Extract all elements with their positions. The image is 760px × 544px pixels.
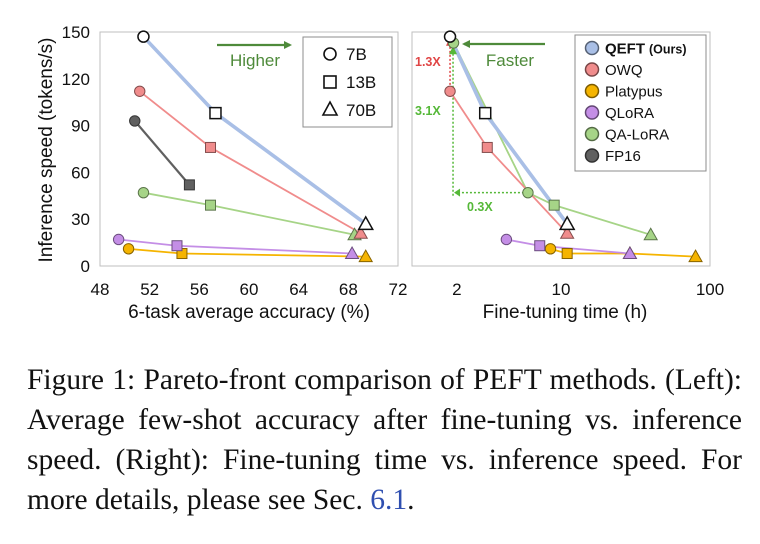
left-x-tick-label: 52 — [140, 280, 159, 299]
left-qa-lora-point-7b — [137, 186, 150, 199]
left-owq-point-70b — [353, 225, 369, 239]
left-x-axis-label: 6-task average accuracy (%) — [128, 302, 370, 323]
y-axis-label: Inference speed (tokens/s) — [36, 38, 57, 263]
left-x-tick-label: 68 — [339, 280, 358, 299]
left-qeft-point-70b — [357, 215, 374, 231]
left-owq-point-13b — [205, 141, 217, 153]
left-qeft-point-7b — [137, 30, 150, 43]
right-qlora-point-70b — [622, 246, 638, 260]
y-tick-label: 150 — [62, 23, 90, 42]
legend-platypus-icon — [584, 83, 600, 99]
left-fp16-point-7b — [129, 115, 141, 127]
green-vertical-arrowhead — [449, 46, 458, 55]
left-qlora-point-70b — [344, 246, 360, 260]
size-legend-7b: 7B — [346, 45, 367, 64]
left-series-points — [112, 30, 374, 263]
right-qa-lora-point-70b — [643, 227, 659, 241]
legend-qeft-icon — [584, 40, 600, 56]
green-horizontal-arrowhead — [454, 188, 461, 197]
right-qeft-point-13b — [478, 106, 492, 120]
left-qlora-point-7b — [112, 233, 125, 246]
y-tick-label: 0 — [81, 257, 90, 276]
right-platypus-point-7b — [544, 243, 557, 255]
left-platypus-point-70b — [358, 249, 374, 263]
right-ticks: 2 10 100 — [452, 280, 724, 299]
size-legend-13b: 13B — [346, 73, 376, 92]
right-x-tick-label: 2 — [452, 280, 461, 299]
caption-end: . — [407, 484, 415, 516]
figure-caption: Figure 1: Pareto-front comparison of PEF… — [27, 360, 742, 520]
higher-label: Higher — [230, 51, 280, 70]
left-x-tick-label: 60 — [240, 280, 259, 299]
speedup-1-3x: 1.3X — [415, 55, 441, 69]
right-x-axis-label: Fine-tuning time (h) — [483, 302, 648, 323]
left-fp16-point-13b — [183, 179, 195, 191]
right-owq-point-13b — [481, 141, 493, 153]
legend-qlora-label: QLoRA — [605, 105, 654, 122]
legend-qa-lora-label: QA-LoRA — [605, 127, 669, 144]
right-qa-lora-point-13b — [548, 199, 560, 211]
right-qeft-point-70b — [558, 215, 576, 231]
size-legend-circle-icon — [323, 47, 337, 61]
left-x-tick-label: 48 — [91, 280, 110, 299]
right-platypus-point-70b — [688, 249, 703, 263]
left-qlora-point-13b — [171, 240, 183, 252]
left-x-tick-label: 64 — [289, 280, 308, 299]
y-tick-label: 60 — [71, 163, 90, 182]
left-x-tick-label: 56 — [190, 280, 209, 299]
y-tick-label: 90 — [71, 117, 90, 136]
left-ticks: 0 30 60 90 120 150 48 52 56 60 64 68 72 — [62, 23, 408, 299]
left-plot-area — [99, 31, 399, 267]
y-tick-label: 120 — [62, 70, 90, 89]
left-qa-lora-point-13b — [205, 199, 217, 211]
speedup-0-3x: 0.3X — [467, 200, 493, 214]
speedup-3-1x: 3.1X — [415, 104, 441, 118]
legend-qlora-icon — [584, 105, 600, 120]
size-legend-triangle-icon — [321, 100, 339, 116]
legend-owq-icon — [584, 62, 600, 77]
right-qlora-point-13b — [534, 240, 546, 252]
legend-owq-label: OWQ — [605, 62, 643, 79]
right-platypus-point-13b — [561, 248, 573, 260]
y-tick-label: 30 — [71, 210, 90, 229]
right-platypus-line — [550, 247, 696, 258]
faster-label: Faster — [486, 51, 535, 70]
right-qlora-point-7b — [500, 233, 513, 246]
legend-fp16-label: FP16 — [605, 148, 641, 165]
right-qa-lora-point-7b — [522, 186, 534, 199]
left-qeft-point-13b — [209, 106, 222, 120]
section-reference-link[interactable]: 6.1 — [370, 484, 408, 516]
left-x-tick-label: 72 — [389, 280, 408, 299]
legend-ours-suffix: (Ours) — [649, 43, 687, 57]
pareto-front-figure: Inference speed (tokens/s) 6-task averag… — [36, 23, 724, 323]
caption-text: Figure 1: Pareto-front comparison of PEF… — [27, 364, 742, 516]
right-x-tick-label: 100 — [696, 280, 724, 299]
size-legend-square-icon — [323, 75, 337, 89]
legend-fp16-icon — [584, 148, 600, 163]
right-owq-point-70b — [559, 225, 575, 239]
right-owq-point-7b — [444, 85, 456, 97]
left-fp16-line — [133, 120, 191, 186]
right-series-points — [443, 30, 703, 263]
left-qa-lora-line — [143, 191, 355, 236]
method-legend-box — [574, 34, 707, 172]
right-x-tick-label: 10 — [552, 280, 571, 299]
size-legend-box — [302, 36, 393, 128]
right-plot-area — [411, 31, 711, 267]
left-owq-point-7b — [134, 85, 146, 97]
size-legend-70b: 70B — [346, 101, 376, 120]
legend-platypus-label: Platypus — [605, 84, 663, 101]
legend-qa-lora-icon — [584, 126, 600, 142]
left-platypus-point-7b — [122, 243, 135, 255]
right-qeft-point-7b — [443, 30, 457, 43]
